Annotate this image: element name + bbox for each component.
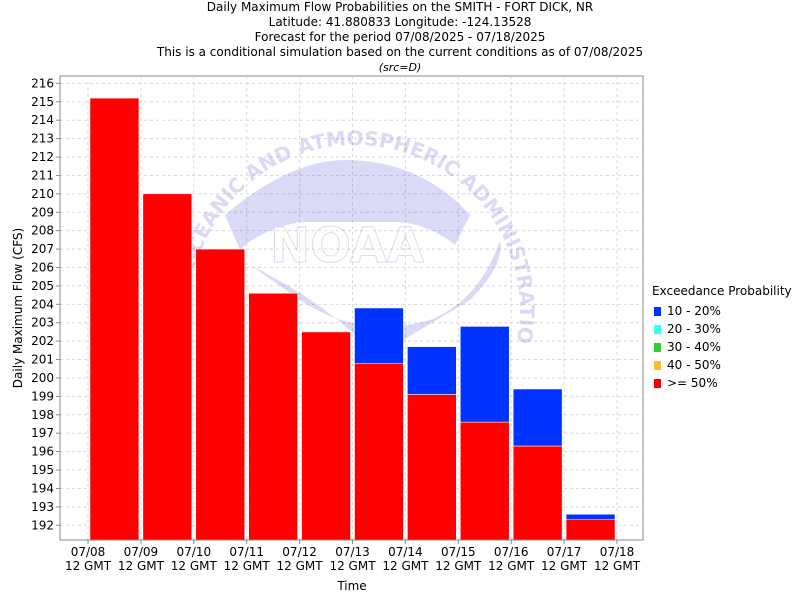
y-axis-ticks: 192 193 194 195 196 197 198 199 200 201 202 203 204 2… xyxy=(31,76,60,532)
legend-title: Exceedance Probability xyxy=(652,284,792,298)
bars xyxy=(89,97,616,541)
x-tick-date: 07/13 xyxy=(335,545,370,559)
x-tick-date: 07/15 xyxy=(441,545,476,559)
legend-swatch xyxy=(654,306,661,316)
chart-titles: Daily Maximum Flow Probabilities on the … xyxy=(0,0,800,75)
bar-10-20 xyxy=(460,326,510,423)
x-tick-date: 07/09 xyxy=(124,545,159,559)
y-tick-label: 196 xyxy=(31,445,54,459)
legend-swatch xyxy=(654,378,661,388)
y-tick-label: 202 xyxy=(31,334,54,348)
bar-ge-50 xyxy=(407,394,457,541)
chart-location: Latitude: 41.880833 Longitude: -124.1352… xyxy=(268,15,532,29)
y-tick-label: 214 xyxy=(31,113,54,127)
x-tick-date: 07/14 xyxy=(388,545,423,559)
x-tick-time: 12 GMT xyxy=(435,559,482,573)
noaa-logo-top xyxy=(225,160,470,250)
legend-items: 10 - 20% 20 - 30% 30 - 40% 40 - 50% >= 50% xyxy=(652,302,792,392)
noaa-logo-text: NOAA xyxy=(270,218,424,274)
x-tick-date: 07/17 xyxy=(547,545,582,559)
y-tick-label: 212 xyxy=(31,150,54,164)
x-tick-time: 12 GMT xyxy=(277,559,324,573)
y-tick-label: 198 xyxy=(31,408,54,422)
legend-label: 10 - 20% xyxy=(667,304,721,318)
bar-ge-50 xyxy=(512,445,563,541)
y-tick-label: 194 xyxy=(31,481,54,495)
legend-item: 30 - 40% xyxy=(652,338,792,356)
legend-item: 20 - 30% xyxy=(652,320,792,338)
y-tick-label: 213 xyxy=(31,132,54,146)
y-tick-label: 195 xyxy=(31,463,54,477)
bar-10-20 xyxy=(354,307,404,364)
x-tick-date: 07/12 xyxy=(282,545,317,559)
bar-10-20 xyxy=(565,513,616,520)
legend-item: 10 - 20% xyxy=(652,302,792,320)
bar-10-20 xyxy=(407,346,457,395)
chart-title: Daily Maximum Flow Probabilities on the … xyxy=(206,0,594,14)
y-tick-label: 211 xyxy=(31,168,54,182)
x-tick-time: 12 GMT xyxy=(224,559,271,573)
x-tick-date: 07/18 xyxy=(600,545,635,559)
x-tick-time: 12 GMT xyxy=(541,559,588,573)
y-tick-label: 203 xyxy=(31,316,54,330)
bar-ge-50 xyxy=(142,193,193,541)
x-tick-time: 12 GMT xyxy=(118,559,165,573)
chart-period: Forecast for the period 07/08/2025 - 07/… xyxy=(254,30,546,44)
y-tick-label: 204 xyxy=(31,297,54,311)
legend-swatch xyxy=(654,324,661,334)
bar-ge-50 xyxy=(89,97,140,541)
y-tick-label: 197 xyxy=(31,426,54,440)
y-axis-label: Daily Maximum Flow (CFS) xyxy=(11,228,25,388)
legend-swatch xyxy=(654,360,661,370)
y-tick-label: 209 xyxy=(31,205,54,219)
x-tick-time: 12 GMT xyxy=(594,559,641,573)
y-tick-label: 210 xyxy=(31,187,54,201)
y-tick-label: 205 xyxy=(31,279,54,293)
x-tick-date: 07/11 xyxy=(229,545,264,559)
x-tick-time: 12 GMT xyxy=(382,559,429,573)
x-axis-label: Time xyxy=(336,579,366,593)
chart-source: (src=D) xyxy=(378,61,422,74)
bar-ge-50 xyxy=(301,331,351,541)
y-tick-label: 201 xyxy=(31,353,54,367)
y-tick-label: 208 xyxy=(31,224,54,238)
bar-10-20 xyxy=(512,388,563,447)
x-tick-date: 07/16 xyxy=(494,545,529,559)
legend-item: 40 - 50% xyxy=(652,356,792,374)
legend-item: >= 50% xyxy=(652,374,792,392)
bar-ge-50 xyxy=(460,421,510,541)
x-tick-time: 12 GMT xyxy=(329,559,376,573)
bar-ge-50 xyxy=(565,519,616,541)
bar-ge-50 xyxy=(248,293,298,541)
legend-label: 20 - 30% xyxy=(667,322,721,336)
legend: Exceedance Probability 10 - 20% 20 - 30% 3… xyxy=(652,284,792,392)
y-tick-label: 200 xyxy=(31,371,54,385)
y-tick-label: 216 xyxy=(31,76,54,90)
legend-label: >= 50% xyxy=(667,376,718,390)
x-tick-time: 12 GMT xyxy=(171,559,218,573)
y-tick-label: 206 xyxy=(31,260,54,274)
legend-swatch xyxy=(654,342,661,352)
bar-ge-50 xyxy=(195,248,245,541)
x-tick-date: 07/10 xyxy=(177,545,212,559)
x-tick-time: 12 GMT xyxy=(488,559,535,573)
x-tick-date: 07/08 xyxy=(71,545,106,559)
legend-label: 30 - 40% xyxy=(667,340,721,354)
chart-condition-note: This is a conditional simulation based o… xyxy=(156,45,644,59)
bar-ge-50 xyxy=(354,362,404,541)
legend-label: 40 - 50% xyxy=(667,358,721,372)
x-tick-time: 12 GMT xyxy=(65,559,112,573)
y-tick-label: 215 xyxy=(31,95,54,109)
y-tick-label: 192 xyxy=(31,518,54,532)
y-tick-label: 193 xyxy=(31,500,54,514)
y-tick-label: 199 xyxy=(31,389,54,403)
y-tick-label: 207 xyxy=(31,242,54,256)
